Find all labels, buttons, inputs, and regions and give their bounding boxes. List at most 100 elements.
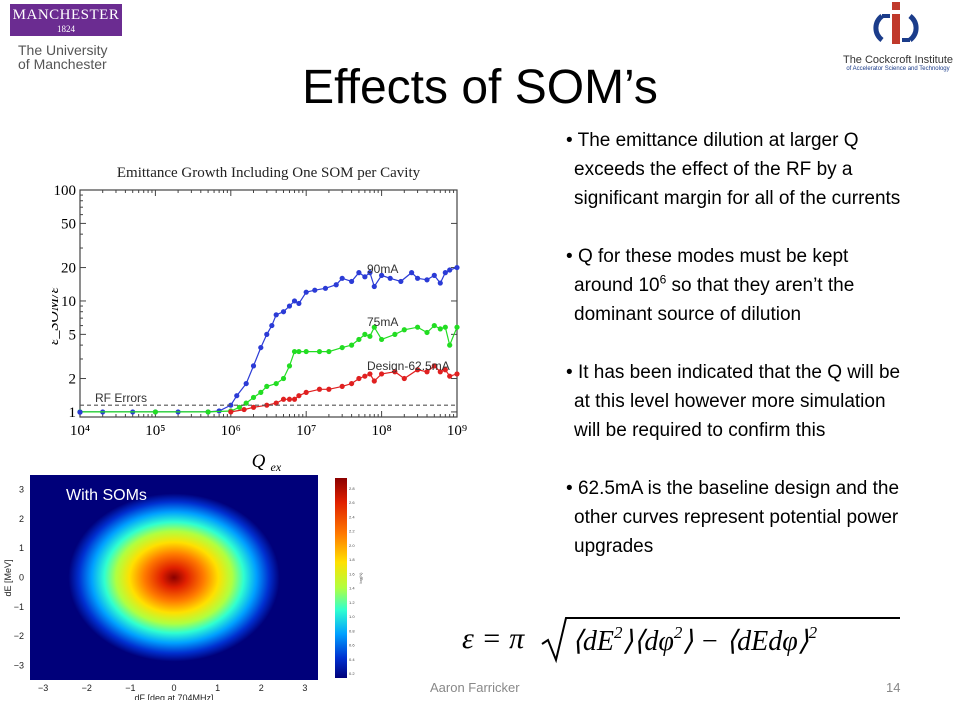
bullet-2-pre: Q for these modes must be kept around 10 [574,246,849,296]
formula-part-2: ⟩⟨dφ [623,626,674,657]
cockcroft-subtitle: of Accelerator Science and Technology [846,66,950,72]
bullet-4-text: 62.5mA is the baseline design and the ot… [574,478,900,557]
data-point-1 [291,348,298,355]
heatmap-y-tick: −1 [14,602,24,612]
data-point-2 [280,396,287,402]
manchester-wordmark-box: MANCHESTER 1824 [10,4,122,36]
data-point-2 [367,371,373,377]
data-point-2 [431,363,437,369]
data-point-0 [322,285,329,291]
data-point-0 [243,380,249,387]
bullet-2-superscript: 6 [659,272,667,287]
data-point-2 [228,409,234,415]
data-point-2 [401,375,407,382]
plot-frame [79,189,458,418]
data-point-1 [362,331,368,337]
data-point-0 [348,278,355,285]
data-point-0 [424,277,430,283]
colorbar-label: log(N) [358,572,363,584]
data-point-2 [286,396,293,402]
colorbar-tick: 1.0 [349,614,355,619]
formula-part-1: ⟨dE [572,626,614,657]
data-point-1 [414,324,421,330]
data-point-0 [258,344,264,351]
manchester-line1: The University [18,42,108,58]
bullet-2: • Q for these modes must be kept around … [566,246,855,325]
colorbar-tick: 1.4 [349,586,355,591]
footer-page-number: 14 [886,680,901,695]
data-point-0 [312,287,318,293]
colorbar-tick: 0.8 [349,628,355,633]
data-point-2 [447,373,453,379]
data-point-1 [367,333,373,339]
data-point-0 [379,272,385,278]
data-point-2 [379,371,385,377]
heatmap-x-tick: 3 [302,683,307,693]
data-point-0 [273,312,279,318]
data-point-2 [437,369,443,375]
y-tick-label: 20 [61,261,76,277]
heatmap-y-tick: −2 [14,631,24,641]
data-point-1 [258,389,264,395]
data-point-0 [286,303,293,309]
annotation-label: 90mA [367,262,398,276]
heatmap-x-tick: 0 [171,683,176,693]
formula-radical-sign [541,617,900,664]
colorbar-tick: 0.6 [349,643,355,648]
y-tick-label: 10 [61,294,76,310]
data-point-2 [296,393,302,399]
manchester-university-text: The University of Manchester [18,43,122,71]
x-axis-label: Q [252,451,266,472]
emittance-formula: ε = π ⟨dE2⟩⟨dφ2⟩ − ⟨dEdφ⟩2 [462,617,900,664]
data-point-1 [454,324,460,330]
data-point-0 [387,275,393,281]
colorbar-tick: 1.6 [349,571,355,576]
x-tick-label: 10⁷ [296,423,316,439]
data-point-2 [303,389,309,395]
data-point-0 [234,393,240,399]
x-tick-label: 10⁸ [371,423,391,439]
formula-lhs: ε = π [462,622,525,655]
data-point-0 [250,363,257,369]
data-point-1 [392,331,398,337]
data-point-1 [424,329,430,336]
data-point-2 [424,369,430,375]
data-point-1 [379,336,385,343]
bullet-list: • The emittance dilution at larger Q exc… [566,126,906,561]
heatmap-x-tick: 1 [215,683,220,693]
with-soms-phase-space-heatmap: With SOMs −3 −2 −1 0 1 2 3 −3 −2 −1 0 1 2 3 dF [deg at … [3,475,363,700]
colorbar-tick: 1.2 [349,600,355,605]
data-point-2 [250,404,257,410]
data-point-2 [264,402,270,408]
y-tick-label: 1 [69,405,77,421]
heatmap-y-tick: 2 [19,514,24,524]
formula-exp-1: 2 [614,623,623,642]
heatmap-y-tick: 1 [19,543,24,553]
heatmap-x-tick: 2 [259,683,264,693]
data-point-0 [356,270,362,276]
data-point-0 [367,270,373,276]
annotation-label: RF Errors [95,391,147,405]
manchester-wordmark: MANCHESTER [12,7,120,23]
bullet-3: • It has been indicated that the Q will … [566,362,901,441]
data-point-0 [447,267,453,273]
heatmap-y-tick: −3 [14,660,24,670]
data-point-0 [454,264,460,271]
data-point-1 [205,409,211,415]
annotation-label: 75mA [367,315,398,329]
manchester-year: 1824 [57,24,75,34]
x-axis-label-subscript: ex [271,460,282,474]
data-point-1 [286,363,293,369]
data-point-1 [356,336,362,343]
data-point-1 [431,322,437,329]
data-point-0 [409,270,415,276]
formula-part-3: ⟩ − ⟨dEdφ⟩ [682,626,808,657]
data-point-0 [442,270,448,276]
y-tick-label: 2 [69,372,77,388]
heatmap-y-tick: 3 [19,485,24,495]
data-point-0 [362,274,368,280]
heatmap-x-tick: −3 [38,683,48,693]
y-tick-label: 50 [61,216,76,232]
data-point-1 [316,348,323,355]
data-point-0 [339,275,345,281]
